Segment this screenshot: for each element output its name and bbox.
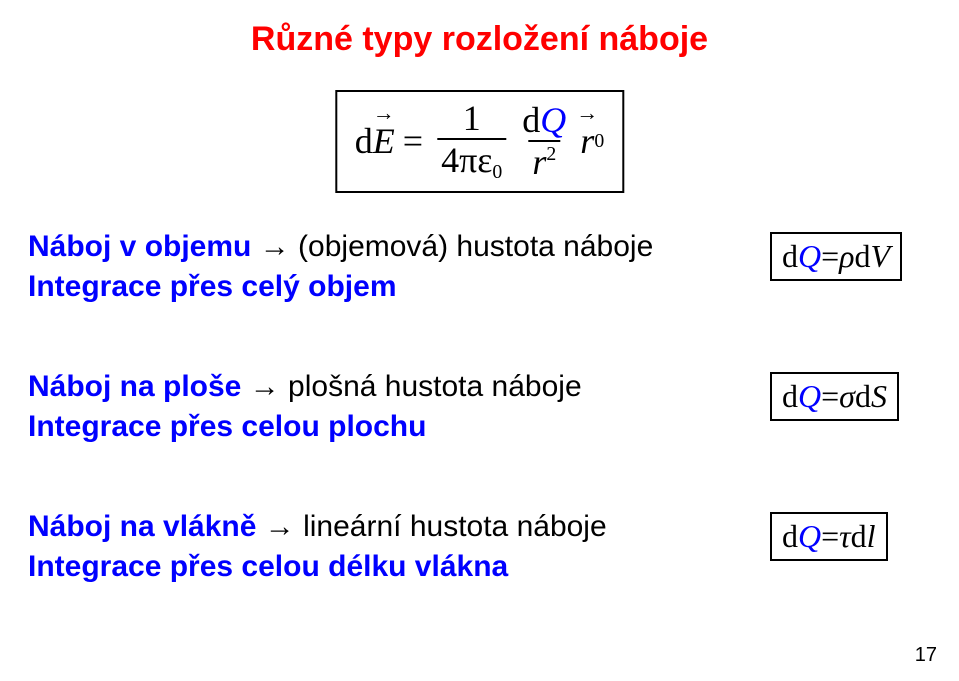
arrow-icon: → [260,230,290,263]
page-title: Různé typy rozložení náboje [0,20,959,59]
eq-r: r [532,142,546,182]
vector-arrow-icon: → [576,102,598,124]
eq-d: d [355,120,373,162]
surface-rhs-box: dQ = σ dS [770,372,899,421]
eq-r0-sup: 0 [594,130,604,153]
rhs-sym: σ [839,378,855,415]
rhs-d: d [782,378,798,415]
main-equation-box: d → E = 1 4πε0 dQ r2 → r 0 [335,90,624,193]
eq-dQ-Q: Q [540,100,566,140]
rhs-d2: d [855,238,871,275]
eq-eps-sub: 0 [492,161,502,183]
b1-post: (objemová) hustota náboje [290,230,654,263]
line-charge-line: Náboj na vlákně → lineární hustota náboj… [28,510,607,544]
eq-frac2: dQ r2 [518,102,570,180]
rhs-eq: = [821,238,839,275]
rhs-var: l [867,518,876,555]
line-integrate-line: Integrace přes celou délku vlákna [28,550,508,584]
b2-post: plošná hustota náboje [280,370,582,403]
eq-E-vector: → E [373,120,395,162]
b1-pre: Náboj v objemu [28,230,251,263]
page-number: 17 [915,644,937,667]
b3-pre: Náboj na vlákně [28,510,256,543]
rhs-d: d [782,238,798,275]
rhs-eq: = [821,518,839,555]
eq-frac1: 1 4πε0 [437,100,506,183]
b3-post: lineární hustota náboje [295,510,607,543]
eq-E: E [373,121,395,161]
eq-equals: = [403,120,423,162]
slide: Různé typy rozložení náboje d → E = 1 4π… [0,0,959,681]
rhs-d2: d [855,378,871,415]
eq-frac1-den: 4πε0 [437,138,506,183]
arrow-icon: → [265,510,295,543]
surface-integrate-line: Integrace přes celou plochu [28,410,426,444]
rhs-var: V [871,238,891,275]
rhs-d2: d [851,518,867,555]
volume-charge-line: Náboj v objemu → (objemová) hustota nábo… [28,230,653,264]
eq-r0-vector: → r [580,120,594,162]
rhs-Q: Q [798,238,821,275]
rhs-d: d [782,518,798,555]
rhs-eq: = [821,378,839,415]
line-rhs-box: dQ = τ dl [770,512,888,561]
eq-frac2-den: r2 [528,140,560,180]
eq-r0-r: r [580,121,594,161]
rhs-Q: Q [798,518,821,555]
rhs-var: S [871,378,887,415]
eq-frac1-num: 1 [459,100,485,138]
arrow-icon: → [250,370,280,403]
volume-integrate-line: Integrace přes celý objem [28,270,397,304]
eq-frac2-num: dQ [518,102,570,140]
volume-rhs-box: dQ = ρ dV [770,232,902,281]
rhs-sym: ρ [839,238,854,275]
eq-r-sup: 2 [546,143,556,165]
surface-charge-line: Náboj na ploše → plošná hustota náboje [28,370,582,404]
rhs-sym: τ [839,518,850,555]
vector-arrow-icon: → [373,102,395,124]
eq-4pieps: 4πε [441,140,492,180]
rhs-Q: Q [798,378,821,415]
b2-pre: Náboj na ploše [28,370,241,403]
eq-dQ-d: d [522,100,540,140]
